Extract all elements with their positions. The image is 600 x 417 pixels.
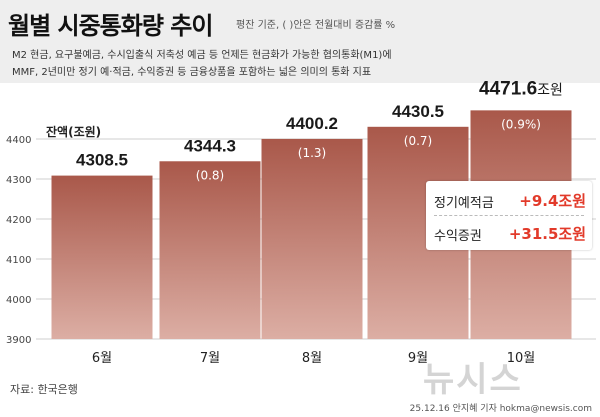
value-unit: 조원 [537,81,563,97]
y-tick-label: 4300 [6,175,31,186]
y-tick-label: 3900 [6,335,31,346]
change-label: (0.7) [404,134,432,148]
value-label: 4471.6조원 [479,78,563,99]
y-tick-label: 4000 [6,295,31,306]
x-category-label: 9월 [408,351,428,366]
y-tick-label: 4400 [6,135,31,146]
bar-1 [51,175,153,339]
change-label: (1.3) [298,146,326,160]
y-tick-label: 4200 [6,215,31,226]
description-line-1: M2 현금, 요구불예금, 수시입출식 저축성 예금 등 언제든 현금화가 가능… [12,50,392,61]
breakdown-callout: 정기예적금 +9.4조원 수익증권 +31.5조원 [426,181,592,250]
value-label: 4308.5 [76,151,128,170]
x-category-label: 7월 [200,351,220,366]
chart-note: 평잔 기준, ( )안은 전월대비 증감률 % [236,20,396,31]
y-tick-label: 4100 [6,255,31,266]
value-label: 4344.3 [184,136,236,155]
source-note: 자료: 한국은행 [10,383,78,396]
callout-row-deposits: 정기예적금 +9.4조원 [434,189,586,211]
callout-deposits-label: 정기예적금 [434,196,494,211]
y-axis-unit-label: 잔액(조원) [46,125,102,139]
chart-title: 월별 시중통화량 추이 [8,12,213,40]
byline-credit: 25.12.16 안지혜 기자 hokma@newsis.com [409,404,592,414]
description-line-2: MMF, 2년미만 정기 예·적금, 수익증권 등 금융상품을 포함하는 넓은 … [12,67,372,78]
callout-beneficiary-label: 수익증권 [434,229,482,244]
callout-divider [434,215,584,216]
value-label: 4400.2 [286,114,338,133]
value-label: 4430.5 [392,102,444,121]
change-label: (0.9%) [501,117,541,131]
newsis-watermark: 뉴시스 [423,360,523,400]
header-panel: 월별 시중통화량 추이 평잔 기준, ( )안은 전월대비 증감률 % M2 현… [0,0,600,83]
callout-deposits-value: +9.4조원 [519,192,586,210]
x-category-label: 8월 [302,351,322,366]
callout-row-beneficiary: 수익증권 +31.5조원 [434,222,586,244]
callout-beneficiary-value: +31.5조원 [508,225,586,243]
change-label: (0.8) [196,168,224,182]
x-category-label: 6월 [92,351,112,366]
bar-3 [261,138,363,339]
x-category-label: 10월 [507,351,536,366]
bar-2 [159,161,261,339]
